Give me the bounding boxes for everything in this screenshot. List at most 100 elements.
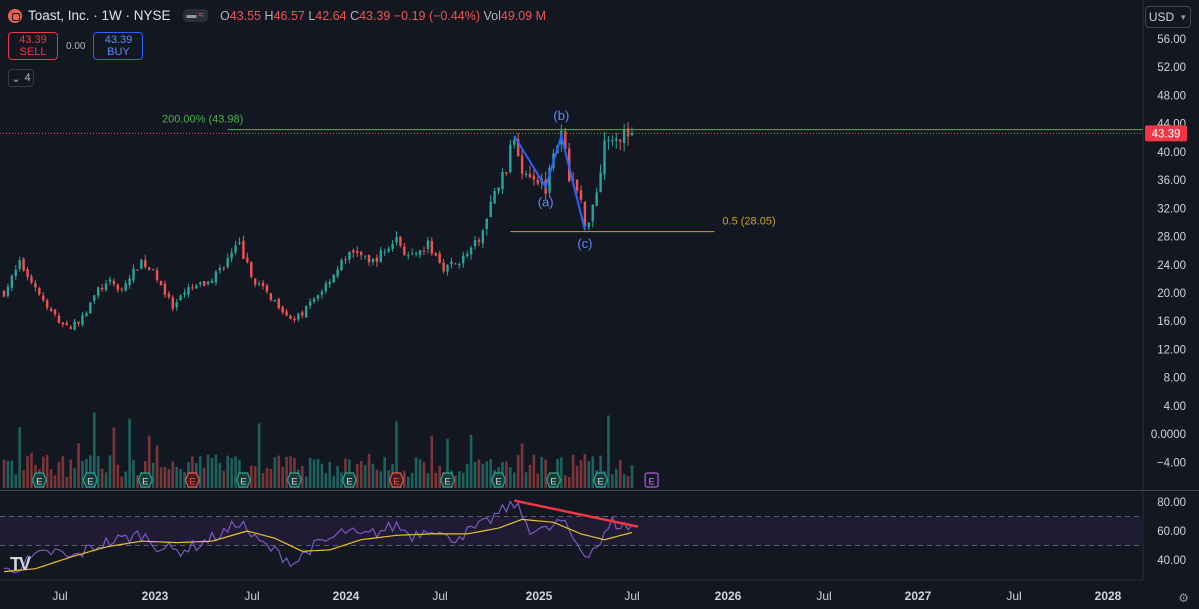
volume-bar bbox=[151, 462, 155, 488]
volume-bar bbox=[257, 423, 261, 488]
earnings-marker-label: E bbox=[189, 477, 195, 488]
volume-bar bbox=[458, 471, 461, 488]
low-label: L bbox=[308, 8, 316, 23]
volume-bar bbox=[324, 473, 328, 488]
candle-body bbox=[359, 251, 363, 256]
candle-body bbox=[38, 288, 41, 295]
candle-body bbox=[501, 171, 504, 190]
volume-bar bbox=[489, 459, 492, 488]
volume-bar bbox=[10, 460, 14, 488]
volume-bar bbox=[285, 456, 288, 488]
volume-bar bbox=[253, 466, 257, 488]
earnings-marker bbox=[439, 472, 456, 488]
drawings[interactable]: 200.00% (43.98) 0.5 (28.05) (b) (a) (c) bbox=[0, 108, 1143, 251]
candle-body bbox=[434, 252, 437, 256]
time-tick-label: 2023 bbox=[142, 589, 169, 603]
volume-bar bbox=[49, 469, 53, 488]
chevron-down-icon: ▼ bbox=[1179, 12, 1188, 22]
volume-bar bbox=[230, 458, 233, 488]
earnings-marker-label: E bbox=[87, 477, 93, 488]
earnings-marker-label: E bbox=[291, 477, 297, 488]
open-label: O bbox=[220, 8, 230, 23]
volume-bar bbox=[520, 443, 524, 488]
candle-body bbox=[238, 242, 241, 244]
candle-body bbox=[356, 251, 359, 253]
volume-bar bbox=[301, 466, 304, 488]
candle-body bbox=[528, 173, 532, 178]
volume-bar bbox=[359, 460, 363, 488]
candle-body bbox=[73, 321, 76, 330]
candle-body bbox=[438, 253, 441, 263]
earnings-marker bbox=[137, 472, 153, 488]
volume-bar bbox=[524, 472, 528, 488]
rsi-pane bbox=[0, 516, 1143, 546]
candle-body bbox=[257, 283, 261, 285]
candle-body bbox=[254, 278, 257, 285]
low-value: 42.64 bbox=[315, 8, 347, 23]
earnings-marker-label: E bbox=[550, 477, 556, 488]
volume-bar bbox=[591, 456, 595, 488]
candle-body bbox=[595, 192, 598, 206]
volume-bar bbox=[560, 457, 563, 488]
price-tick-label: 16.00 bbox=[1157, 316, 1186, 328]
candle-body bbox=[108, 279, 112, 282]
candle-body bbox=[210, 280, 214, 284]
candle-body bbox=[383, 251, 386, 253]
volume-bar bbox=[198, 456, 202, 488]
symbol-status-pill[interactable]: ▬ ≈ bbox=[182, 9, 209, 22]
time-tick-label: Jul bbox=[816, 589, 831, 603]
volume-bar bbox=[210, 457, 214, 488]
volume-bar bbox=[567, 476, 571, 488]
volume-bar bbox=[414, 457, 418, 488]
volume-bar bbox=[410, 472, 414, 488]
currency-select[interactable]: USD ▼ bbox=[1145, 6, 1191, 28]
tradingview-logo-icon: TV bbox=[10, 554, 31, 574]
candle-body bbox=[18, 260, 21, 269]
candle-body bbox=[532, 175, 536, 180]
candle-body bbox=[332, 274, 335, 283]
volume-bar bbox=[206, 454, 210, 488]
volume-bar bbox=[575, 465, 579, 488]
buy-button[interactable]: 43.39 BUY bbox=[93, 32, 144, 60]
gear-icon[interactable]: ⚙ bbox=[1178, 591, 1189, 605]
volume-bar bbox=[77, 443, 80, 488]
wave-label: (a) bbox=[538, 194, 554, 209]
candle-body bbox=[34, 283, 37, 288]
candle-body bbox=[422, 250, 426, 252]
volume-bar bbox=[65, 476, 69, 488]
high-value: 46.57 bbox=[273, 8, 305, 23]
candle-body bbox=[524, 173, 528, 175]
time-tick-label: 2025 bbox=[526, 589, 553, 603]
volume-bar bbox=[234, 456, 237, 488]
indicators-toggle[interactable]: ⌄ 4 bbox=[8, 69, 34, 87]
earnings-marker-label: E bbox=[346, 477, 352, 488]
symbol-title[interactable]: Toast, Inc. · 1W · NYSE bbox=[28, 8, 171, 23]
sell-button[interactable]: 43.39 SELL bbox=[8, 32, 58, 60]
rsi-axis[interactable]: 80.00 60.00 40.00 bbox=[1157, 497, 1186, 567]
candle-body bbox=[430, 241, 434, 254]
candle-body bbox=[489, 201, 492, 217]
volume-bar bbox=[226, 455, 230, 488]
time-axis[interactable]: Jul 2023 Jul 2024 Jul 2025 Jul 2026 Jul 2027 Jul 20… bbox=[52, 589, 1121, 603]
candle-body bbox=[61, 322, 65, 325]
candle-body bbox=[446, 264, 449, 272]
rsi-lines bbox=[3, 499, 639, 574]
candle-body bbox=[505, 172, 508, 174]
volume-bar bbox=[379, 471, 383, 488]
buy-price: 43.39 bbox=[104, 34, 133, 46]
earnings-marker bbox=[31, 472, 47, 488]
volume-bar bbox=[167, 468, 171, 488]
candle-body bbox=[336, 269, 339, 277]
candle-body bbox=[454, 263, 457, 265]
candle-body bbox=[599, 172, 602, 193]
volume-bar bbox=[81, 461, 84, 488]
candle-body bbox=[187, 287, 190, 295]
candle-body bbox=[536, 180, 539, 184]
price-axis[interactable]: 56.0052.0048.0044.0040.0036.0032.0028.00… bbox=[1145, 34, 1187, 469]
candle-body bbox=[30, 276, 33, 283]
candle-body bbox=[367, 254, 371, 263]
candle-body bbox=[301, 312, 304, 316]
candle-body bbox=[591, 204, 594, 222]
